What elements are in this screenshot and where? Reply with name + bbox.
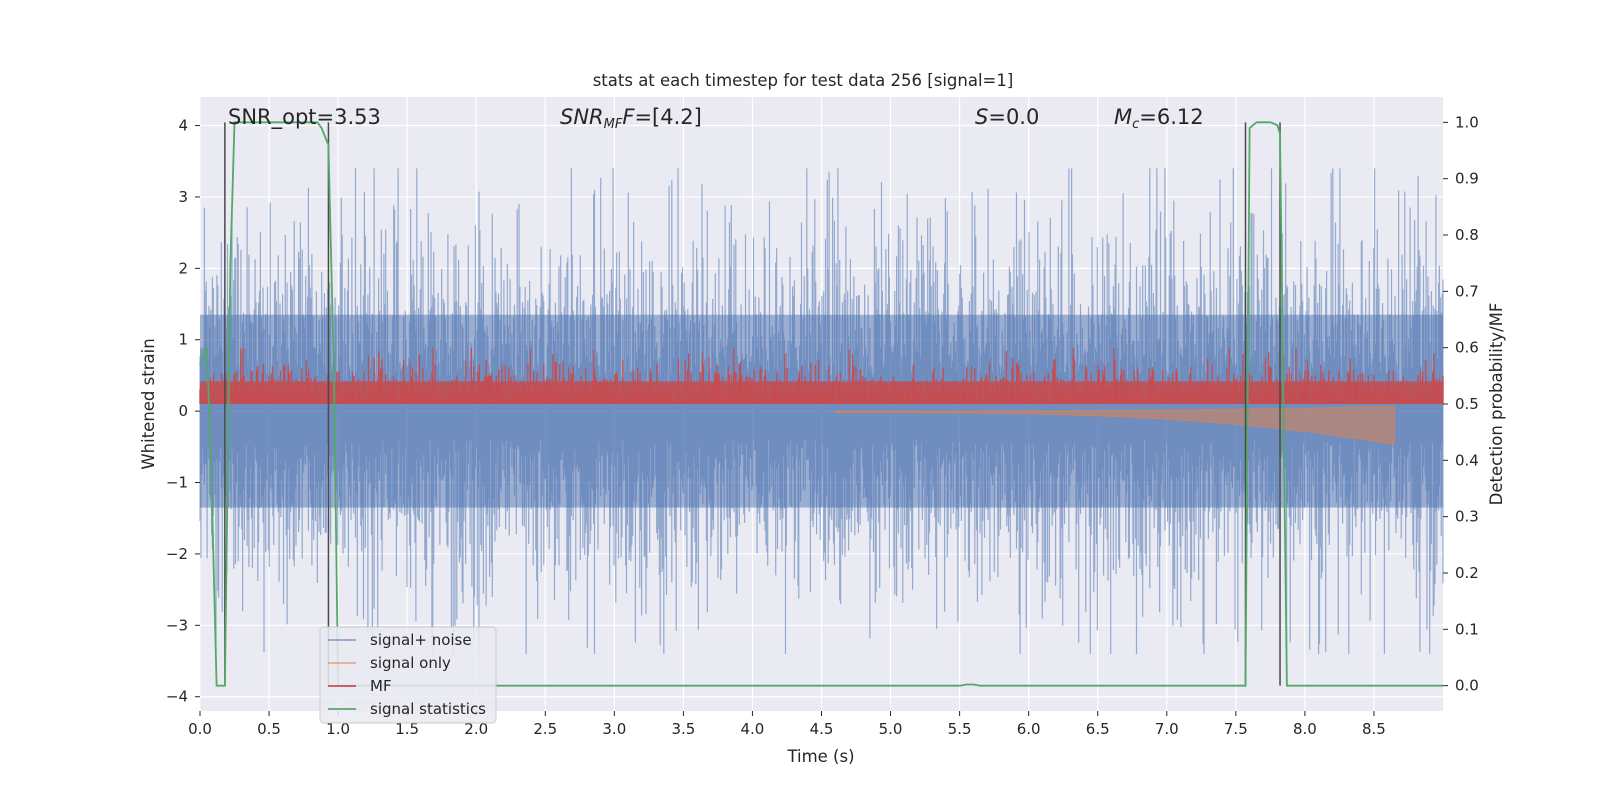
legend-label-mf: MF — [370, 677, 392, 695]
y-tick-label: 4 — [178, 117, 188, 135]
annotation-mc-symbol: M — [1114, 105, 1132, 129]
y-axis-ticks: 4 3 2 1 0 −1 −2 −3 −4 — [166, 117, 200, 706]
annotation-snr-mf-symbol: SNR — [560, 105, 604, 129]
y-tick-label: −2 — [166, 545, 188, 563]
y-tick-label: 3 — [178, 188, 188, 206]
x-tick-label: 8.0 — [1293, 720, 1317, 738]
x-tick-label: 0.0 — [188, 720, 212, 738]
annotation-s-value: =0.0 — [988, 105, 1039, 129]
y2-tick-label: 0.2 — [1455, 564, 1479, 582]
y2-tick-label: 0.9 — [1455, 170, 1479, 188]
legend-label-signal-noise: signal+ noise — [370, 631, 472, 649]
signal-statistics-trace — [199, 121, 1443, 687]
y-tick-label: −3 — [166, 616, 188, 634]
x-tick-label: 4.5 — [810, 720, 834, 738]
x-tick-label: 3.5 — [671, 720, 695, 738]
x-tick-label: 6.0 — [1017, 720, 1041, 738]
x-tick-label: 5.0 — [879, 720, 903, 738]
y-axis-label: Whitened strain — [139, 338, 158, 469]
y2-axis-ticks: 1.0 0.9 0.8 0.7 0.6 0.5 0.4 0.3 0.2 0.1 0.0 — [1443, 113, 1479, 695]
signal-only-trace — [834, 405, 1396, 446]
x-tick-label: 3.0 — [602, 720, 626, 738]
y2-tick-label: 0.1 — [1455, 620, 1479, 638]
x-tick-label: 2.5 — [533, 720, 557, 738]
y2-tick-label: 0.4 — [1455, 451, 1479, 469]
annotation-snr-opt: SNR_opt=3.53 — [228, 105, 381, 130]
x-axis-label: Time (s) — [786, 747, 854, 766]
x-tick-label: 4.0 — [741, 720, 765, 738]
annotation-mc: Mc=6.12 — [1114, 105, 1204, 132]
annotation-s-symbol: S — [975, 105, 988, 129]
y2-tick-label: 0.0 — [1455, 677, 1479, 695]
x-tick-label: 1.0 — [326, 720, 350, 738]
y-tick-label: 1 — [178, 331, 188, 349]
annotation-mc-value: =6.12 — [1139, 105, 1203, 129]
y-tick-label: 2 — [178, 259, 188, 277]
annotation-mc-subscript: c — [1132, 117, 1139, 132]
y-tick-label: −1 — [166, 474, 188, 492]
signal-only-line — [834, 405, 1396, 446]
y2-axis-label: Detection probability/MF — [1487, 303, 1506, 506]
annotation-s: S=0.0 — [975, 105, 1039, 129]
x-tick-label: 1.5 — [395, 720, 419, 738]
annotation-snr-mf-value: =[4.2] — [634, 105, 701, 129]
y2-tick-label: 0.6 — [1455, 339, 1479, 357]
mf-band — [200, 381, 1443, 404]
x-axis-ticks: 0.0 0.5 1.0 1.5 2.0 2.5 3.0 3.5 4.0 4.5 5.0 5.5 6.0 6… — [188, 711, 1386, 738]
y2-tick-label: 0.3 — [1455, 508, 1479, 526]
y2-tick-label: 0.5 — [1455, 395, 1479, 413]
legend-frame — [319, 626, 497, 724]
y-tick-label: −4 — [166, 688, 188, 706]
y2-tick-label: 1.0 — [1455, 113, 1479, 131]
legend-label-signal-only: signal only — [370, 654, 451, 672]
y2-tick-label: 0.8 — [1455, 226, 1479, 244]
x-tick-label: 0.5 — [257, 720, 281, 738]
chart-title: stats at each timestep for test data 256… — [593, 71, 1014, 90]
annotation-snr-mf-subscript: MF — [604, 117, 623, 132]
signal-statistics-line — [199, 121, 1443, 687]
x-tick-label: 2.0 — [464, 720, 488, 738]
y-tick-label: 0 — [178, 402, 188, 420]
legend: signal+ noise signal only MF signal stat… — [319, 626, 497, 724]
x-tick-label: 7.5 — [1224, 720, 1248, 738]
x-tick-label: 5.5 — [948, 720, 972, 738]
legend-label-signal-statistics: signal statistics — [370, 700, 486, 718]
y2-tick-label: 0.7 — [1455, 282, 1479, 300]
x-tick-label: 6.5 — [1086, 720, 1110, 738]
x-tick-label: 8.5 — [1362, 720, 1386, 738]
mf-trace — [199, 347, 1444, 404]
annotation-snr-mf: SNRMFF=[4.2] — [560, 105, 702, 132]
x-tick-label: 7.0 — [1155, 720, 1179, 738]
